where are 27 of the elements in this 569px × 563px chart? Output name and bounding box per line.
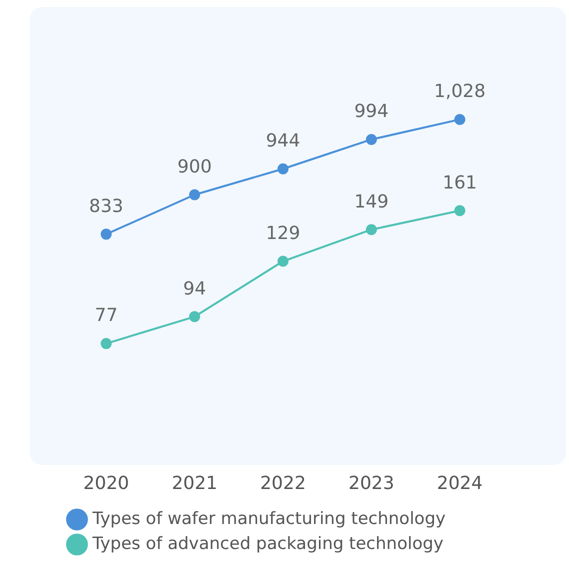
data-label: 149 [354, 191, 389, 212]
x-tick-label: 2022 [260, 472, 306, 494]
point [366, 134, 377, 145]
x-tick-label: 2024 [436, 472, 483, 494]
data-label: 161 [442, 172, 477, 194]
data-label: 94 [183, 278, 206, 300]
point [100, 338, 112, 350]
point [366, 224, 377, 236]
x-tick-label: 2020 [83, 472, 130, 494]
data-label: 900 [177, 156, 212, 178]
point [454, 205, 466, 216]
point [278, 163, 288, 174]
x-tick-label: 2021 [172, 472, 218, 494]
data-label: 994 [354, 101, 389, 122]
data-label: 1,028 [434, 81, 486, 102]
legend-label: Types of wafer manufacturing technology [92, 508, 446, 529]
x-tick-label: 2023 [348, 472, 394, 494]
point [189, 311, 200, 322]
point [278, 256, 288, 267]
data-label: 833 [89, 196, 124, 217]
data-label: 944 [266, 130, 300, 152]
data-label: 129 [266, 222, 300, 244]
point [189, 189, 200, 200]
legend-label: Types of advanced packaging technology [92, 534, 444, 554]
point [100, 228, 112, 240]
point [454, 114, 466, 125]
data-label: 77 [94, 305, 118, 326]
